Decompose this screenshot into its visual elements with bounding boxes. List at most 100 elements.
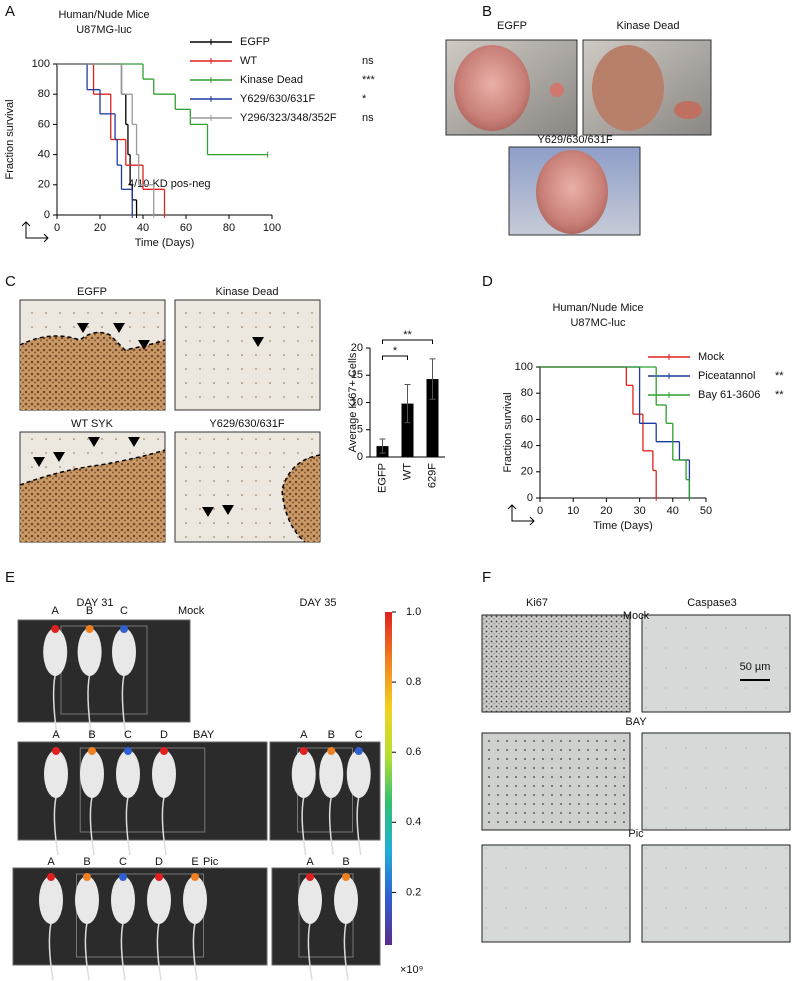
x-tick-label: 60 (180, 222, 192, 234)
panel-label: F (482, 569, 491, 586)
ihc-tumor (282, 455, 320, 542)
mouse-label: B (88, 729, 95, 741)
mouse-tail (87, 674, 93, 738)
chart-subtitle: U87MC-luc (570, 317, 626, 329)
mouse-signal (299, 747, 308, 755)
chart-subtitle: U87MG-luc (76, 24, 132, 36)
stain-label: Caspase3 (687, 597, 737, 609)
significance: ns (362, 112, 374, 124)
mouse-signal (52, 747, 60, 755)
axis-arrows (507, 504, 535, 526)
ihc-image (641, 732, 791, 831)
photo-tissue (592, 45, 664, 131)
tumor-border (19, 331, 166, 351)
ihc-image (641, 614, 791, 713)
colorbar-tick-label: 0.2 (406, 886, 421, 898)
y-tick-label: 80 (38, 88, 50, 100)
colorbar-tick-label: 1.0 (406, 606, 421, 618)
x-tick-label: 629F (426, 463, 438, 488)
legend-label: Piceatannol (698, 370, 756, 382)
panel-label: C (5, 273, 16, 290)
mouse-tail (120, 922, 126, 981)
mouse-label: B (86, 605, 93, 617)
bar (426, 379, 439, 457)
photo-tissue (550, 83, 564, 97)
y-axis-label: Fraction survival (502, 392, 514, 472)
ihc-tumor (20, 450, 165, 542)
significance: ns (362, 55, 374, 67)
mouse-signal (120, 625, 128, 633)
panel-label: A (5, 3, 15, 20)
colorbar-tick-label: 0.8 (406, 676, 421, 688)
mouse-signal (124, 747, 132, 755)
ihc-caption: Kinase Dead (216, 286, 279, 298)
significance: ** (775, 389, 784, 401)
mouse-signal (354, 747, 363, 755)
mouse-label: A (300, 729, 308, 741)
error-bar (404, 384, 411, 424)
mouse-label: C (355, 729, 363, 741)
y-tick-label: 20 (351, 342, 363, 354)
scale-bar-label: 50 µm (740, 661, 771, 673)
x-tick-label: 20 (600, 505, 612, 517)
mouse (116, 750, 140, 798)
mouse (346, 750, 371, 798)
significance: ** (775, 370, 784, 382)
mouse-signal (85, 625, 94, 633)
legend-label: Bay 61-3606 (698, 389, 760, 401)
mouse-label: A (52, 729, 60, 741)
colorbar-tick-label: 0.6 (406, 746, 421, 758)
mouse (319, 750, 344, 798)
x-tick-label: EGFP (376, 463, 388, 493)
mouse-label: A (306, 856, 314, 868)
mouse (39, 876, 63, 924)
stain-label: Ki67 (526, 597, 548, 609)
y-tick-label: 0 (44, 209, 50, 221)
significance: ** (403, 329, 412, 341)
x-tick-label: 20 (94, 222, 106, 234)
legend-label: WT (240, 55, 257, 67)
y-tick-label: 60 (38, 118, 50, 130)
legend-label: EGFP (240, 36, 270, 48)
mouse-label: D (160, 729, 168, 741)
x-axis-label: Time (Days) (135, 237, 194, 249)
y-tick-label: 40 (521, 440, 533, 452)
x-tick-label: 0 (537, 505, 543, 517)
mouse-signal (88, 747, 96, 755)
mouse-signal (160, 747, 168, 755)
mouse (75, 876, 99, 924)
photo-caption: Y629/630/631F (537, 134, 613, 146)
y-tick-label: 20 (38, 179, 50, 191)
y-tick-label: 20 (521, 466, 533, 478)
mouse-tail (356, 796, 362, 856)
y-tick-label: 100 (32, 58, 50, 70)
group-label: Mock (623, 610, 650, 622)
mouse-signal (155, 873, 163, 881)
chart-title: Human/Nude Mice (58, 9, 149, 21)
x-tick-label: 10 (567, 505, 579, 517)
chart-title: Human/Nude Mice (552, 302, 643, 314)
mouse-label: B (328, 729, 335, 741)
mouse-signal (327, 747, 336, 755)
mouse-label: B (342, 856, 349, 868)
mouse (44, 750, 68, 798)
mouse-tail (192, 922, 198, 981)
mouse-signal (51, 625, 60, 633)
ihc-image (641, 844, 791, 943)
ihc-caption: WT SYK (71, 418, 114, 430)
y-tick-label: 100 (515, 361, 533, 373)
group-label: Pic (628, 828, 644, 840)
mouse-tail (301, 796, 307, 856)
mouse (334, 876, 358, 924)
significance-bracket (382, 339, 433, 344)
mouse (80, 750, 104, 798)
x-tick-label: 50 (700, 505, 712, 517)
y-tick-label: 40 (38, 149, 50, 161)
tumor-border (19, 449, 166, 486)
imaging-image (271, 867, 381, 966)
mouse-label: B (83, 856, 90, 868)
day-label: DAY 31 (77, 597, 114, 609)
significance-bracket (382, 355, 408, 360)
x-tick-label: 100 (263, 222, 281, 234)
ihc-caption: EGFP (77, 286, 107, 298)
